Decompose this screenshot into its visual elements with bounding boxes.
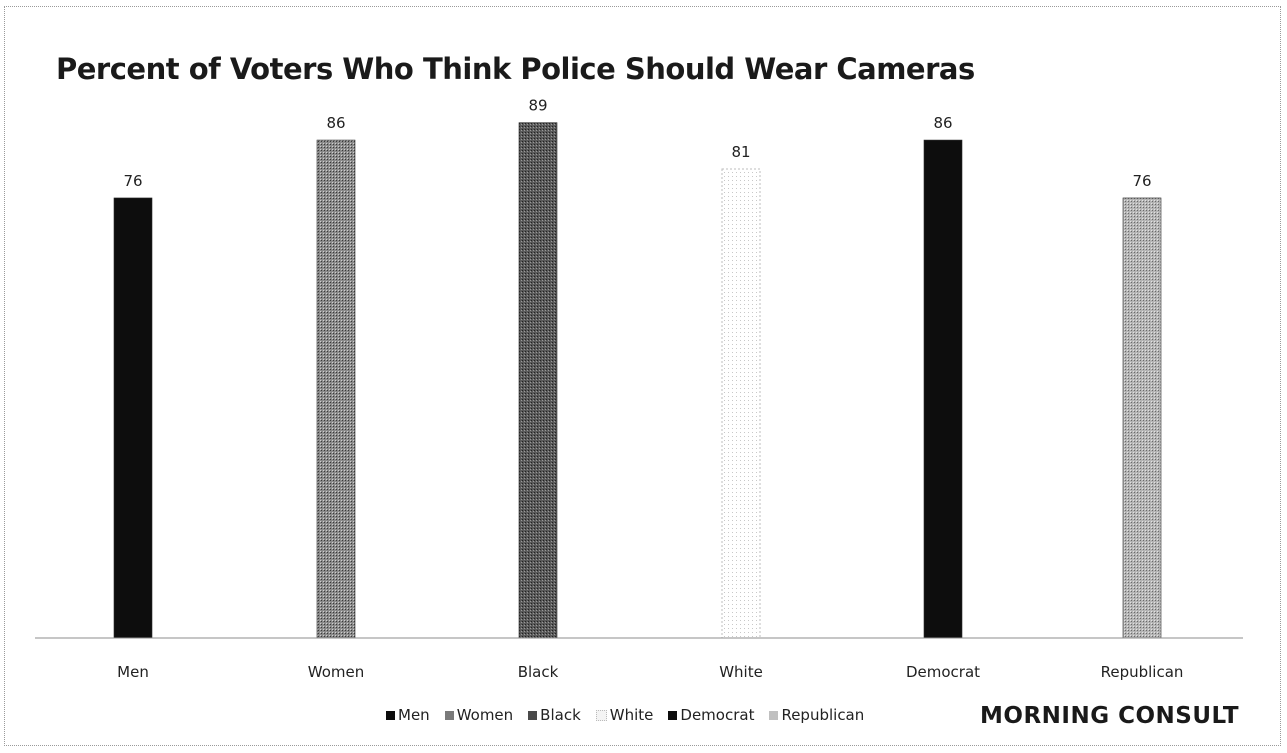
legend-item-democrat: Democrat — [668, 706, 754, 724]
legend-label-men: Men — [398, 706, 430, 724]
data-label-women: 86 — [326, 114, 345, 132]
category-label-white: White — [719, 663, 763, 681]
data-label-black: 89 — [528, 97, 547, 115]
legend-swatch-white — [595, 709, 607, 721]
data-label-democrat: 86 — [933, 114, 952, 132]
legend-label-democrat: Democrat — [680, 706, 755, 724]
bar-democrat — [923, 139, 963, 639]
data-label-white: 81 — [731, 143, 750, 161]
chart-frame — [4, 6, 1281, 746]
bar-republican — [1122, 197, 1162, 639]
legend-label-black: Black — [540, 706, 581, 724]
brand-logo-text: MORNING CONSULT — [980, 703, 1240, 729]
data-label-republican: 76 — [1132, 172, 1151, 190]
bar-women — [316, 139, 356, 639]
chart-plot: 76 Men 86 Women 89 Black 81 White 86 Democrat 76 Re… — [35, 97, 1243, 681]
category-label-democrat: Democrat — [906, 663, 980, 681]
legend-item-men: Men — [386, 706, 430, 724]
legend-item-women: Women — [444, 706, 514, 724]
category-label-republican: Republican — [1101, 663, 1184, 681]
category-label-men: Men — [117, 663, 149, 681]
legend-label-women: Women — [456, 706, 514, 724]
legend-swatch-democrat — [668, 710, 678, 720]
legend-swatch-men — [386, 710, 395, 720]
chart-legend: Men Women Black White Democrat Republican — [386, 706, 864, 724]
bar-white — [721, 168, 761, 639]
legend-label-white: White — [609, 706, 654, 724]
legend-label-republican: Republican — [781, 706, 865, 724]
legend-item-republican: Republican — [769, 706, 864, 724]
legend-swatch-black — [528, 710, 538, 720]
legend-swatch-women — [444, 710, 454, 720]
chart-title: Percent of Voters Who Think Police Shoul… — [56, 52, 975, 86]
bar-black — [518, 122, 558, 639]
legend-swatch-republican — [769, 710, 779, 720]
data-label-men: 76 — [123, 172, 142, 190]
category-label-black: Black — [518, 663, 559, 681]
bar-men — [113, 197, 153, 639]
legend-item-white: White — [595, 706, 654, 724]
category-label-women: Women — [308, 663, 364, 681]
legend-item-black: Black — [528, 706, 581, 724]
